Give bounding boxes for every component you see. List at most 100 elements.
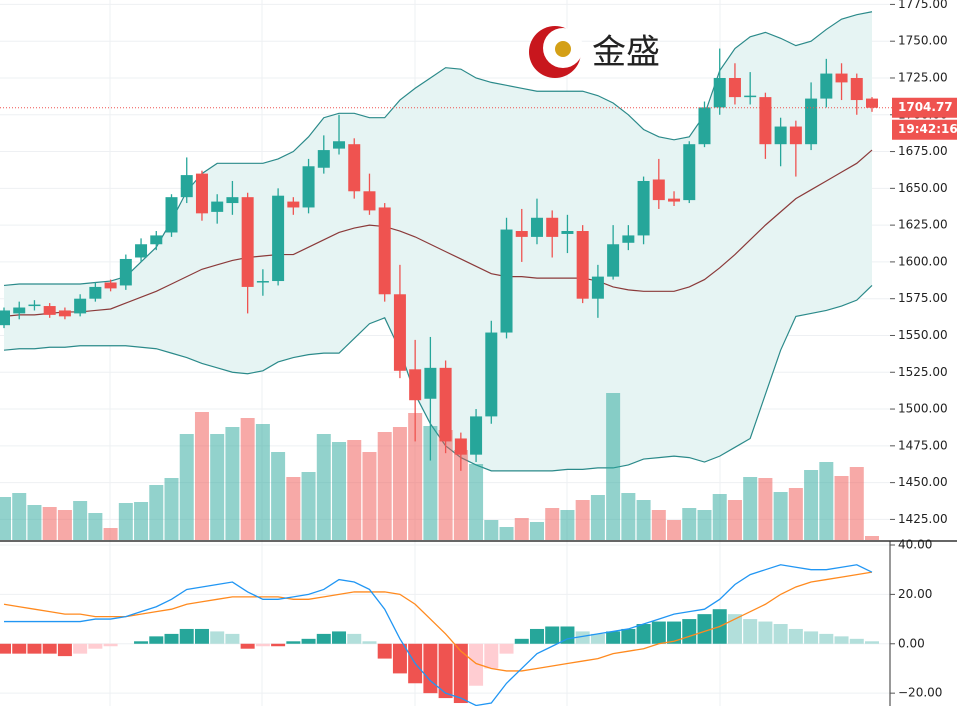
candle-body xyxy=(272,195,285,282)
macd-hist xyxy=(651,621,666,644)
volume-bar xyxy=(149,485,164,540)
macd-hist xyxy=(575,631,590,644)
logo-icon xyxy=(555,41,571,57)
candles xyxy=(0,48,878,471)
volume-bar xyxy=(73,501,88,540)
candle-body xyxy=(74,298,87,314)
volume xyxy=(0,393,879,540)
candle-body xyxy=(302,166,315,208)
volume-bar xyxy=(575,500,590,540)
macd-hist xyxy=(560,626,575,644)
time-label: 19:42:16 xyxy=(898,122,957,136)
candle-body xyxy=(683,144,696,201)
macd-hist xyxy=(240,643,255,649)
candle-body xyxy=(0,310,10,326)
candle-body xyxy=(89,286,102,299)
candle-body xyxy=(561,231,574,234)
macd-hist xyxy=(819,633,834,644)
candle-body xyxy=(850,77,863,101)
y-tick-label: 1600.00 xyxy=(898,254,948,268)
macd-hist xyxy=(788,628,803,644)
volume-bar xyxy=(469,464,484,540)
y-tick-label: 40.00 xyxy=(898,538,932,552)
y-tick-label: 1675.00 xyxy=(898,144,948,158)
candle-body xyxy=(195,173,208,214)
volume-bar xyxy=(682,508,697,540)
volume-bar xyxy=(484,520,499,540)
macd-hist xyxy=(194,628,209,644)
candle-body xyxy=(211,201,224,212)
macd-hist xyxy=(865,641,879,644)
volume-bar xyxy=(57,510,72,540)
macd-hist xyxy=(286,641,301,644)
candle-body xyxy=(698,107,711,145)
macd-hist xyxy=(225,633,240,644)
macd xyxy=(0,564,879,706)
macd-hist xyxy=(606,631,621,644)
macd-hist xyxy=(42,643,57,654)
macd-hist xyxy=(392,643,407,674)
volume-bar xyxy=(118,503,133,540)
candle-body xyxy=(652,179,665,201)
macd-hist xyxy=(134,641,149,644)
candle-body xyxy=(759,97,772,145)
candle-body xyxy=(485,332,498,417)
volume-bar xyxy=(727,500,742,540)
candle-body xyxy=(378,207,391,295)
volume-bar xyxy=(347,440,362,540)
volume-bar xyxy=(240,418,255,540)
candle-body xyxy=(607,244,620,277)
y-tick-label: 1725.00 xyxy=(898,70,948,84)
candle-body xyxy=(591,276,604,299)
candle-body xyxy=(150,235,163,245)
candle-body xyxy=(530,217,543,237)
volume-bar xyxy=(286,477,301,540)
candle-body xyxy=(119,258,132,286)
candle-body xyxy=(576,231,589,299)
volume-bar xyxy=(301,472,316,540)
volume-bar xyxy=(392,427,407,540)
candle-body xyxy=(409,369,422,401)
candle-body xyxy=(363,191,376,211)
volume-bar xyxy=(621,493,636,540)
candle-body xyxy=(135,244,148,258)
macd-hist xyxy=(773,624,788,644)
macd-hist xyxy=(545,626,560,644)
candle-body xyxy=(820,73,833,99)
macd-hist xyxy=(73,643,88,654)
volume-bar xyxy=(636,500,651,540)
macd-hist xyxy=(255,643,270,647)
volume-bar xyxy=(773,492,788,540)
candle-body xyxy=(728,77,741,98)
candle-body xyxy=(744,95,757,98)
volume-bar xyxy=(788,488,803,540)
y-tick-label: 1475.00 xyxy=(898,438,948,452)
macd-hist xyxy=(377,643,392,659)
volume-bar xyxy=(849,467,864,540)
candle-body xyxy=(13,307,26,314)
candle-body xyxy=(439,367,452,442)
volume-bar xyxy=(804,470,819,540)
macd-hist xyxy=(758,621,773,644)
volume-bar xyxy=(606,393,621,540)
candle-body xyxy=(668,198,681,202)
candle-body xyxy=(637,180,650,236)
volume-bar xyxy=(316,434,331,540)
volume-bar xyxy=(499,527,514,540)
candle-body xyxy=(454,438,467,455)
macd-hist xyxy=(301,638,316,644)
macd-hist xyxy=(271,643,286,647)
volume-bar xyxy=(743,477,758,540)
volume-bar xyxy=(514,518,529,540)
macd-hist xyxy=(499,643,514,654)
candle-body xyxy=(43,306,56,315)
logo: 金盛 xyxy=(529,26,660,78)
y-tick-label: 20.00 xyxy=(898,587,932,601)
volume-bar xyxy=(362,452,377,540)
macd-hist xyxy=(667,621,682,644)
y-tick-label: 1425.00 xyxy=(898,512,948,526)
volume-bar xyxy=(651,510,666,540)
volume-bar xyxy=(819,462,834,540)
candle-body xyxy=(470,416,483,455)
macd-hist xyxy=(438,643,453,699)
